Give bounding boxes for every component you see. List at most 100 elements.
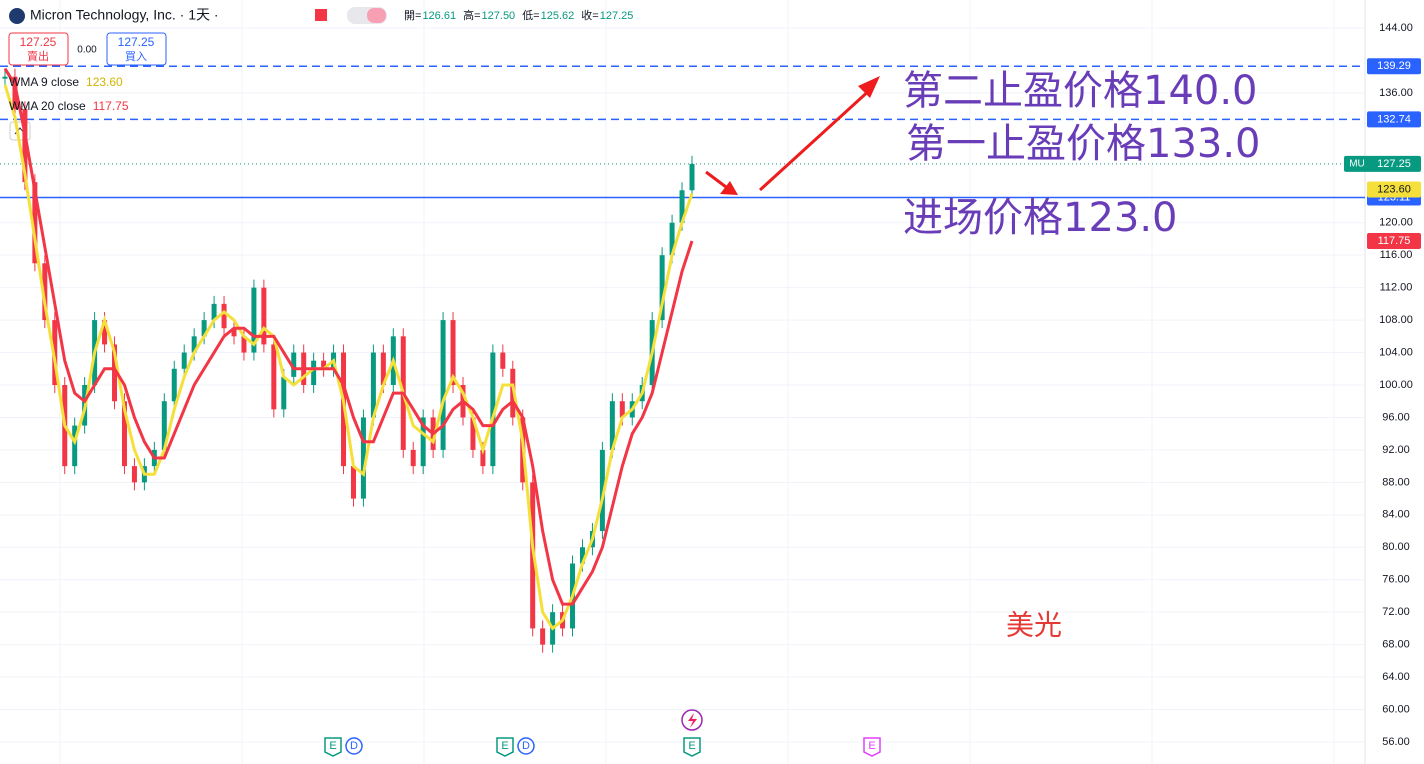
candle: [2, 76, 8, 79]
y-tick-label: 76.00: [1382, 574, 1410, 586]
y-tick-label: 60.00: [1382, 703, 1410, 715]
candle: [440, 320, 446, 450]
flag-icon: [315, 9, 327, 21]
candle: [72, 425, 78, 467]
sell-button[interactable]: [8, 32, 69, 66]
annotation: 美光: [1006, 609, 1062, 641]
candle: [22, 109, 28, 183]
arrow-head: [858, 76, 880, 98]
event-bg: [683, 737, 701, 757]
candle: [470, 417, 476, 450]
event-label: D: [522, 740, 530, 752]
candle: [121, 401, 127, 467]
tag-value: 127.25: [1377, 158, 1411, 170]
event-bg: [345, 737, 363, 755]
last-price-tag: MU 127.25: [1344, 155, 1421, 172]
annotation: 第一止盈价格133.0: [906, 121, 1261, 167]
plot: [0, 27, 1365, 743]
event-bg: [496, 737, 514, 757]
candle: [679, 190, 685, 223]
event-marker[interactable]: D: [345, 737, 363, 755]
symbol-name: Micron Technology, Inc. · 1天 ·: [30, 7, 219, 23]
y-tick-label: 104.00: [1379, 346, 1413, 358]
candle: [540, 628, 546, 645]
sell-price: 127.25: [20, 35, 57, 49]
candle: [579, 547, 585, 564]
candle: [370, 352, 376, 418]
buy-label: 買入: [125, 50, 147, 63]
spread: 0.00: [77, 45, 97, 56]
candle: [181, 352, 187, 369]
event-label: E: [329, 740, 336, 752]
ohlc-label: 收=: [581, 8, 598, 22]
candle: [32, 182, 38, 264]
logo: [9, 8, 25, 24]
y-tick-label: 56.00: [1382, 736, 1410, 748]
price-tag-label: 117.75: [1378, 235, 1411, 247]
toggle-knob: [367, 8, 386, 23]
candle: [311, 360, 317, 385]
candle: [221, 303, 227, 329]
price-tag-bg: [1367, 232, 1421, 249]
ohlc-value: 126.61: [422, 10, 456, 22]
event-marker[interactable]: D: [517, 737, 535, 755]
legend-name: WMA 9 close: [9, 75, 79, 89]
candle: [291, 352, 297, 377]
y-tick-label: 96.00: [1382, 411, 1410, 423]
wma-line: [3, 84, 694, 631]
candle: [619, 401, 625, 418]
candle: [410, 449, 416, 467]
candle: [112, 344, 118, 402]
price-tag-bg: [1367, 58, 1421, 75]
candle: [191, 336, 197, 353]
candle: [261, 287, 267, 345]
ohlc-label: 低=: [522, 9, 539, 22]
candle: [490, 352, 496, 467]
candle: [360, 417, 366, 499]
price-tag: 123.60: [1367, 181, 1421, 198]
y-tick-label: 108.00: [1379, 314, 1413, 326]
event-label: D: [350, 740, 358, 752]
candle: [599, 449, 605, 532]
candle: [281, 376, 287, 410]
event-marker[interactable]: E: [863, 737, 881, 757]
y-tick-label: 68.00: [1382, 639, 1410, 651]
y-tick-label: 84.00: [1382, 509, 1410, 521]
legend-value: 123.60: [86, 75, 123, 89]
annotation: 进场价格123.0: [903, 195, 1178, 241]
legend-name: WMA 20 close: [9, 99, 86, 113]
ohlc-value: 125.62: [541, 10, 575, 22]
candle: [321, 360, 327, 369]
arrow: [758, 86, 874, 192]
event-bg: [863, 737, 881, 757]
candle: [171, 368, 177, 402]
y-tick-label: 92.00: [1382, 444, 1410, 456]
candle: [241, 336, 247, 353]
candle: [12, 76, 18, 110]
event-marker[interactable]: E: [324, 737, 342, 757]
arrow: [705, 170, 727, 189]
event-label: E: [688, 740, 695, 752]
y-tick-label: 136.00: [1379, 87, 1413, 99]
y-tick-label: 112.00: [1380, 282, 1413, 294]
event-label: E: [501, 740, 508, 752]
price-tag: 132.74: [1367, 111, 1421, 128]
candle: [271, 344, 277, 410]
tag-bg: [1344, 155, 1421, 172]
buy-button[interactable]: [106, 32, 167, 66]
arrow-head: [720, 181, 738, 195]
candle: [211, 303, 217, 321]
buy-price: 127.25: [118, 35, 155, 49]
price-tag: 139.29: [1367, 58, 1421, 75]
event-marker[interactable]: E: [496, 737, 514, 757]
candle: [231, 328, 237, 337]
ohlc: 開= 126.61 高= 127.50 低= 125.62 收= 127.25: [404, 8, 633, 22]
y-tick-label: 88.00: [1382, 476, 1410, 488]
price-tag-label: 139.29: [1377, 60, 1411, 72]
candle: [161, 401, 167, 450]
event-marker[interactable]: E: [683, 737, 701, 757]
price-tag-bg: [1367, 181, 1421, 198]
candle: [500, 352, 506, 369]
candle: [131, 466, 137, 483]
